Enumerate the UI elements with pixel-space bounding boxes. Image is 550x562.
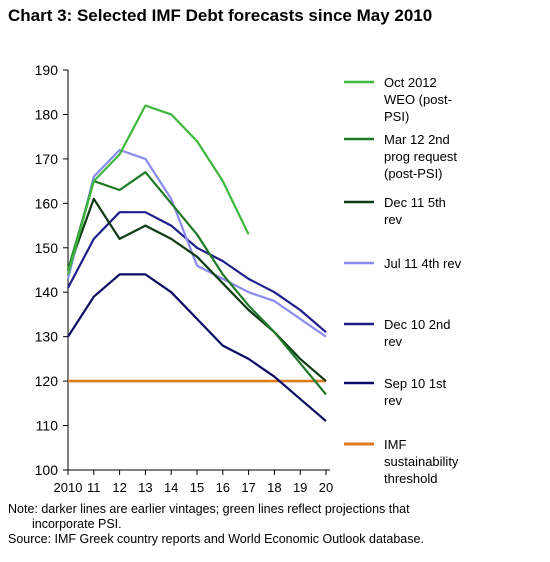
- x-tick-label: 18: [267, 480, 281, 495]
- legend-label: IMF: [384, 437, 406, 452]
- legend-label: Mar 12 2nd: [384, 132, 450, 147]
- series-line-2: [66, 171, 327, 396]
- x-tick-label: 15: [190, 480, 204, 495]
- y-tick-label: 180: [35, 106, 59, 122]
- legend-label: sustainability: [384, 454, 459, 469]
- legend-label: PSI): [384, 109, 409, 124]
- x-tick-label: 17: [241, 480, 255, 495]
- y-tick-label: 160: [35, 195, 59, 211]
- legend-label: WEO (post-: [384, 92, 452, 107]
- chart-area: 100 110 120 130 140 150 160 170 180 190 2010 11 12 13…: [35, 62, 462, 495]
- x-tick-label: 16: [216, 480, 230, 495]
- legend-label: rev: [384, 393, 403, 408]
- y-tick-label: 170: [35, 151, 59, 167]
- series-line-1: [66, 104, 250, 275]
- y-tick-label: 150: [35, 240, 59, 256]
- legend-label: (post-PSI): [384, 166, 443, 181]
- x-tick-label: 12: [112, 480, 126, 495]
- footnote-source-line: Source: IMF Greek country reports and Wo…: [8, 532, 424, 546]
- legend-label: threshold: [384, 471, 437, 486]
- legend-label: prog request: [384, 149, 457, 164]
- y-tick-label: 120: [35, 373, 59, 389]
- y-tick-label: 130: [35, 329, 59, 345]
- legend-label: rev: [384, 212, 403, 227]
- y-tick-label: 100: [35, 462, 59, 478]
- y-tick-label: 140: [35, 284, 59, 300]
- legend-label: Sep 10 1st: [384, 376, 447, 391]
- legend-label: rev: [384, 334, 403, 349]
- chart-series-group: [66, 104, 327, 422]
- x-tick-label: 20: [319, 480, 333, 495]
- legend-label: Dec 11 5th: [384, 195, 446, 210]
- series-line-4: [66, 148, 327, 338]
- footnote-note-line: Note: darker lines are earlier vintages;…: [8, 502, 410, 516]
- footnote-note-continuation: incorporate PSI.: [32, 517, 122, 531]
- chart-title: Chart 3: Selected IMF Debt forecasts sin…: [8, 6, 433, 25]
- y-tick-label: 110: [36, 418, 59, 434]
- chart-axes: 100 110 120 130 140 150 160 170 180 190 2010 11 12 13…: [35, 62, 334, 495]
- x-tick-label: 14: [164, 480, 178, 495]
- x-tick-label: 2010: [54, 480, 83, 495]
- series-line-5: [67, 211, 327, 334]
- chart-footnote: Note: darker lines are earlier vintages;…: [8, 502, 548, 547]
- series-line-6: [67, 273, 327, 422]
- x-tick-label: 13: [138, 480, 152, 495]
- x-tick-label: 11: [87, 480, 101, 495]
- y-tick-label: 190: [35, 62, 59, 78]
- x-tick-label: 19: [293, 480, 307, 495]
- legend-label: Jul 11 4th rev: [384, 256, 462, 271]
- legend-label: Dec 10 2nd: [384, 317, 451, 332]
- legend-label: Oct 2012: [384, 75, 437, 90]
- chart-legend: Oct 2012 WEO (post- PSI) Mar 12 2nd prog req…: [344, 75, 462, 486]
